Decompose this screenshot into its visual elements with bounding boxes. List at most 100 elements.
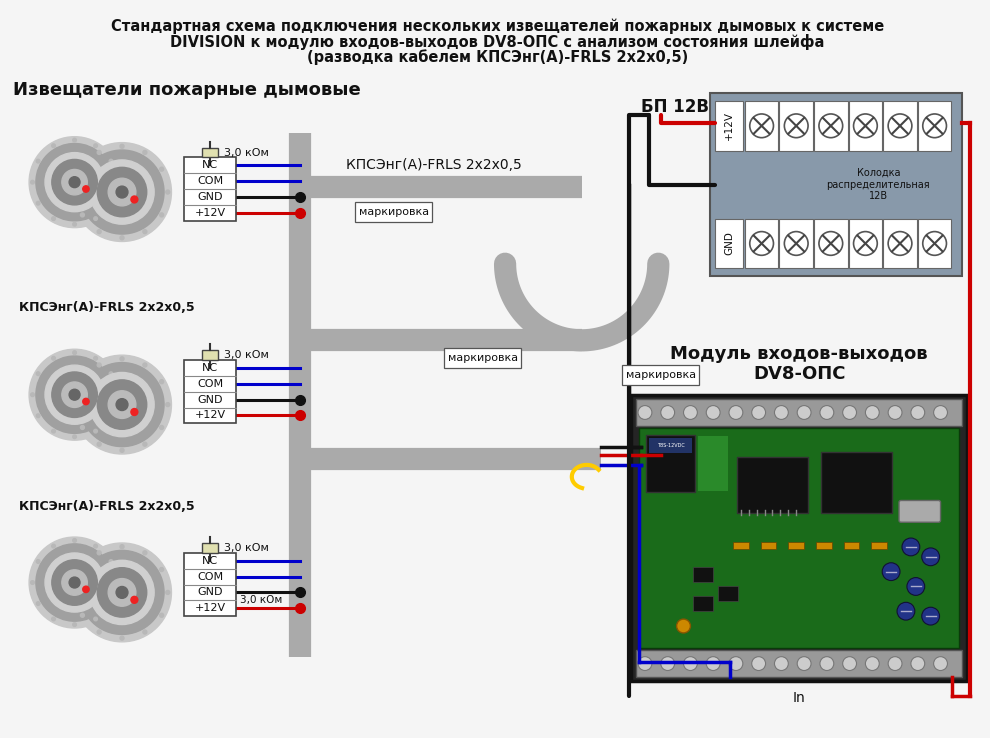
FancyBboxPatch shape	[355, 202, 433, 221]
FancyBboxPatch shape	[816, 542, 832, 549]
Circle shape	[888, 232, 912, 255]
Circle shape	[97, 151, 101, 154]
Text: Извещатели пожарные дымовые: Извещатели пожарные дымовые	[13, 81, 361, 100]
FancyBboxPatch shape	[184, 553, 236, 616]
FancyBboxPatch shape	[883, 101, 917, 151]
Text: (разводка кабелем КПСЭнг(А)-FRLS 2х2х0,5): (разводка кабелем КПСЭнг(А)-FRLS 2х2х0,5…	[307, 49, 688, 66]
Text: 3,0 кОм: 3,0 кОм	[224, 350, 268, 360]
Text: GND: GND	[197, 587, 223, 598]
Circle shape	[97, 551, 101, 555]
Text: COM: COM	[197, 176, 223, 186]
Circle shape	[80, 426, 84, 430]
Circle shape	[37, 201, 40, 205]
Circle shape	[922, 548, 940, 566]
FancyBboxPatch shape	[445, 348, 522, 368]
FancyBboxPatch shape	[843, 542, 859, 549]
Circle shape	[934, 657, 947, 671]
Circle shape	[638, 406, 651, 419]
Circle shape	[45, 553, 104, 612]
Circle shape	[80, 213, 84, 217]
FancyBboxPatch shape	[718, 587, 738, 601]
Circle shape	[45, 153, 104, 212]
Circle shape	[37, 372, 40, 376]
Circle shape	[69, 577, 80, 588]
FancyBboxPatch shape	[698, 436, 728, 491]
Circle shape	[907, 578, 925, 596]
Circle shape	[45, 365, 104, 424]
Circle shape	[69, 389, 80, 400]
Text: КПСЭнг(А)-FRLS 2х2х0,5: КПСЭнг(А)-FRLS 2х2х0,5	[20, 500, 195, 514]
FancyBboxPatch shape	[779, 218, 813, 268]
Circle shape	[72, 222, 76, 226]
Text: +12V: +12V	[194, 410, 226, 421]
Circle shape	[94, 217, 97, 221]
Circle shape	[69, 176, 80, 187]
Circle shape	[97, 442, 101, 446]
Text: Колодка
распределительная
12В: Колодка распределительная 12В	[827, 168, 930, 201]
Circle shape	[143, 630, 147, 634]
Circle shape	[115, 393, 119, 396]
Circle shape	[751, 406, 765, 419]
Circle shape	[97, 230, 101, 234]
Text: КПСЭнг(А)-FRLS 2х2х0,5: КПСЭнг(А)-FRLS 2х2х0,5	[20, 301, 195, 314]
Circle shape	[842, 406, 856, 419]
Circle shape	[61, 170, 87, 195]
Circle shape	[72, 138, 76, 142]
Circle shape	[749, 232, 773, 255]
FancyBboxPatch shape	[636, 649, 962, 677]
Circle shape	[80, 613, 84, 617]
Circle shape	[97, 363, 101, 367]
Circle shape	[749, 114, 773, 138]
Circle shape	[72, 623, 76, 627]
Circle shape	[80, 568, 84, 571]
Text: +12V: +12V	[724, 111, 734, 140]
Text: COM: COM	[197, 379, 223, 389]
Circle shape	[51, 617, 55, 621]
Circle shape	[83, 399, 89, 404]
Circle shape	[902, 538, 920, 556]
Circle shape	[83, 186, 89, 192]
Circle shape	[115, 180, 119, 184]
FancyBboxPatch shape	[848, 218, 882, 268]
Circle shape	[29, 349, 120, 440]
Circle shape	[784, 114, 808, 138]
Circle shape	[131, 409, 138, 415]
Circle shape	[774, 406, 788, 419]
Circle shape	[676, 619, 690, 633]
FancyBboxPatch shape	[814, 218, 847, 268]
FancyBboxPatch shape	[744, 101, 778, 151]
Circle shape	[80, 362, 164, 446]
Text: +12V: +12V	[194, 603, 226, 613]
FancyBboxPatch shape	[918, 218, 951, 268]
Circle shape	[109, 159, 113, 163]
Circle shape	[72, 539, 76, 542]
Circle shape	[116, 186, 128, 198]
Circle shape	[61, 382, 87, 407]
Circle shape	[143, 363, 147, 367]
FancyBboxPatch shape	[779, 101, 813, 151]
FancyBboxPatch shape	[788, 542, 804, 549]
Circle shape	[94, 617, 97, 621]
Circle shape	[51, 560, 97, 605]
Circle shape	[109, 414, 113, 418]
Circle shape	[51, 545, 55, 548]
Circle shape	[774, 657, 788, 671]
Text: T8S-12VDC: T8S-12VDC	[656, 443, 684, 448]
Circle shape	[74, 190, 78, 194]
Circle shape	[109, 559, 113, 563]
Text: In: In	[793, 692, 806, 706]
Circle shape	[97, 380, 147, 430]
Text: DV8-ОПС: DV8-ОПС	[753, 365, 845, 383]
Circle shape	[83, 586, 89, 593]
Circle shape	[882, 563, 900, 581]
Circle shape	[729, 406, 742, 419]
FancyBboxPatch shape	[693, 567, 713, 582]
FancyBboxPatch shape	[623, 365, 699, 384]
Text: 3,0 кОм: 3,0 кОм	[240, 596, 282, 605]
Circle shape	[159, 213, 163, 217]
Circle shape	[159, 568, 163, 571]
Circle shape	[820, 657, 834, 671]
Text: NC: NC	[202, 160, 218, 170]
Circle shape	[131, 196, 138, 203]
Circle shape	[638, 657, 651, 671]
